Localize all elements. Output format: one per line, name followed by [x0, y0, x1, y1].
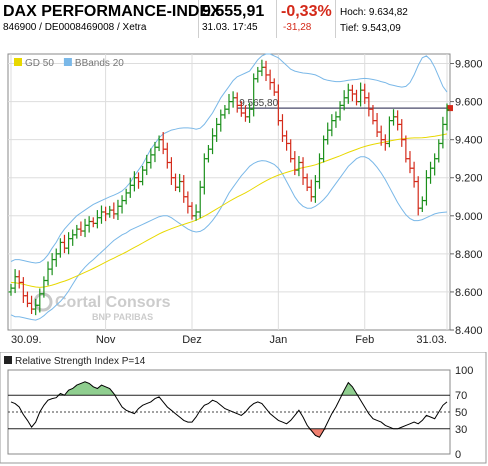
change-block: -0,33% -31,28	[277, 0, 336, 38]
x-tick-label: Jan	[269, 334, 287, 346]
instrument-title: DAX PERFORMANCE-INDEX	[3, 3, 221, 20]
change-percent: -0,33%	[281, 3, 332, 20]
rsi-y-tick-label: 50	[455, 407, 467, 419]
legend-label: BBands 20	[75, 58, 124, 69]
x-tick-label: 30.09.	[11, 334, 42, 346]
high-value: 9.634,82	[368, 7, 408, 18]
rsi-overbought-fill	[11, 381, 447, 396]
y-tick-label: 9.400	[455, 135, 483, 147]
y-tick-label: 9.200	[455, 173, 483, 185]
instrument-ids: 846900 / DE0008469008 / Xetra	[3, 22, 147, 33]
rsi-y-tick-label: 100	[455, 365, 473, 377]
instrument-block: DAX PERFORMANCE-INDEX 846900 / DE0008469…	[0, 0, 221, 38]
watermark-sub: BNP PARIBAS	[92, 312, 153, 322]
legend-label: GD 50	[25, 58, 54, 69]
y-tick-label: 9.800	[455, 59, 483, 71]
bbands-lower-line	[10, 156, 448, 321]
price-block: 9.555,91 31.03. 17:45	[199, 0, 277, 38]
y-tick-label: 9.600	[455, 97, 483, 109]
x-tick-label: Nov	[96, 334, 116, 346]
low-value: 9.543,09	[361, 23, 401, 34]
last-price-marker	[447, 105, 453, 112]
rsi-title: Relative Strength Index P=14	[15, 356, 146, 367]
rsi-y-tick-label: 30	[455, 424, 467, 436]
rsi-legend-swatch	[4, 356, 12, 364]
y-tick-label: 8.400	[455, 325, 483, 337]
rsi-line	[10, 381, 448, 438]
chart-legend: GD 50 BBands 20	[14, 58, 124, 69]
legend-swatch	[63, 58, 72, 66]
y-tick-label: 8.600	[455, 287, 483, 299]
reference-line-label: 9.565,80	[239, 98, 278, 109]
ohlc-bar	[444, 103, 450, 131]
high-label: Hoch:	[340, 7, 367, 18]
sma-50-line	[10, 133, 448, 288]
x-tick-label: Dez	[182, 334, 202, 346]
watermark-brand: Cortal Consors	[55, 294, 171, 311]
x-tick-label: 31.03.	[416, 334, 447, 346]
quote-datetime: 31.03. 17:45	[202, 22, 258, 33]
y-tick-label: 9.000	[455, 211, 483, 223]
x-tick-label: Feb	[355, 334, 374, 346]
price-chart: 8.400 8.600 8.800 9.000 9.200 9.400 9.600 9.800…	[7, 53, 483, 346]
rsi-y-tick-label: 0	[455, 449, 461, 461]
low-label: Tief:	[340, 23, 360, 34]
last-price: 9.555,91	[202, 3, 265, 20]
rsi-chart: Relative Strength Index P=14 0 30 50 70 100	[0, 352, 487, 464]
change-absolute: -31,28	[283, 22, 312, 33]
rsi-panel-frame	[0, 352, 487, 464]
legend-swatch	[14, 58, 22, 66]
bbands-upper-line	[10, 53, 448, 264]
range-block: Hoch: 9.634,82 Tief: 9.543,09	[336, 0, 486, 38]
rsi-y-tick-label: 70	[455, 390, 467, 402]
y-tick-label: 8.800	[455, 249, 483, 261]
